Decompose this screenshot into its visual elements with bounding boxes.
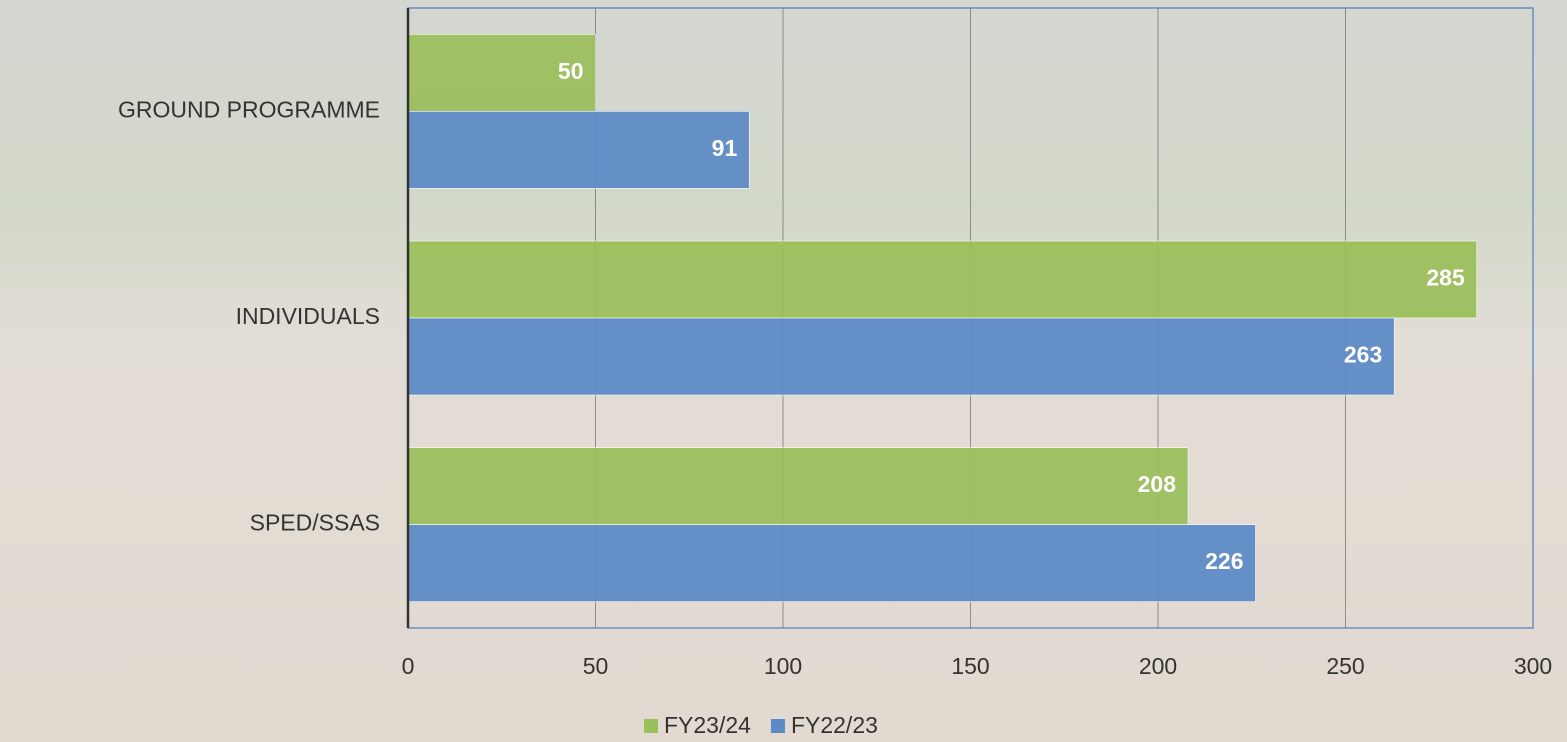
legend-label: FY23/24 (664, 712, 751, 738)
x-tick-label: 150 (951, 653, 989, 679)
data-label: 263 (1344, 342, 1382, 368)
x-tick-label: 200 (1139, 653, 1177, 679)
x-tick-label: 250 (1326, 653, 1364, 679)
x-tick-label: 300 (1514, 653, 1552, 679)
legend-swatch (644, 719, 658, 733)
legend-swatch (770, 719, 785, 733)
data-label: 208 (1138, 471, 1177, 497)
x-tick-label: 100 (764, 653, 802, 679)
y-tick-label: INDIVIDUALS (236, 303, 380, 329)
data-label: 226 (1205, 548, 1243, 574)
x-tick-label: 0 (402, 653, 415, 679)
bar (407, 111, 750, 189)
bar (407, 240, 1478, 319)
bar (407, 317, 1395, 396)
y-tick-label: GROUND PROGRAMME (118, 96, 380, 122)
data-label: 285 (1426, 265, 1465, 291)
data-label: 91 (712, 135, 738, 161)
legend-label: FY22/23 (791, 712, 878, 738)
bar (407, 524, 1256, 602)
bar (407, 447, 1189, 525)
x-tick-label: 50 (583, 653, 609, 679)
y-tick-label: SPED/SSAS (250, 510, 380, 536)
data-label: 50 (558, 58, 584, 84)
